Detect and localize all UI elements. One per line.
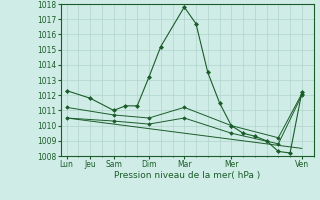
X-axis label: Pression niveau de la mer( hPa ): Pression niveau de la mer( hPa ) [114,171,260,180]
